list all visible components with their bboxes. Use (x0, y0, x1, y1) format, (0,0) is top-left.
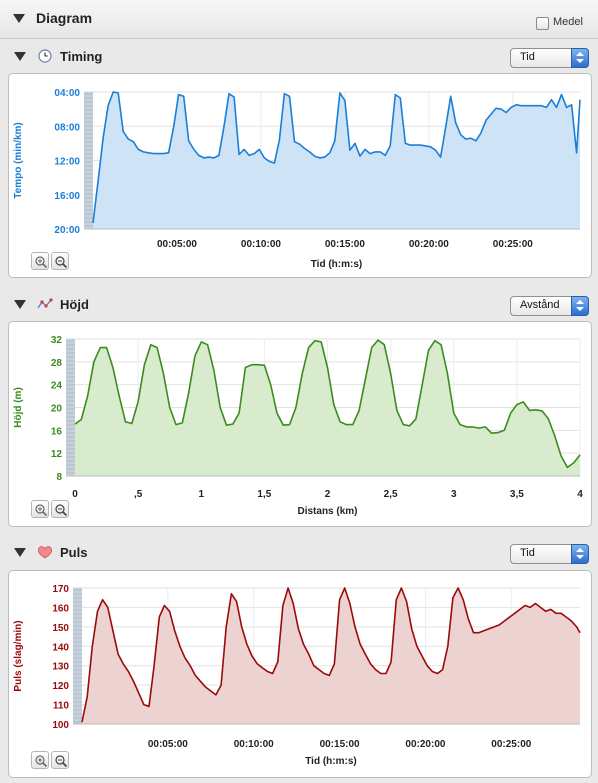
x-axis-title: Distans (km) (297, 506, 357, 517)
x-tick-label: 00:25:00 (491, 739, 531, 750)
x-tick-label: 3,5 (510, 489, 524, 500)
x-tick-label: 00:10:00 (234, 739, 274, 750)
x-tick-label: 00:15:00 (320, 739, 360, 750)
zoom-out-icon (55, 504, 68, 517)
diagram-header: Diagram Medel (0, 0, 598, 39)
timing-chart: 04:00 08:00 12:00 16:00 20:00 00:05:00 00:10:0… (13, 88, 581, 270)
y-tick-label: 28 (51, 358, 63, 369)
zoom-in-button[interactable] (31, 751, 49, 769)
x-tick-label: 00:20:00 (409, 239, 449, 250)
zoom-in-icon (35, 755, 48, 768)
y-tick-label: 16 (51, 426, 63, 437)
x-tick-label: 00:10:00 (241, 239, 281, 250)
y-tick-label: 12 (51, 449, 63, 460)
y-axis-title: Puls (slag/min) (13, 620, 24, 691)
x-tick-label: 3 (451, 489, 457, 500)
y-tick-label: 130 (52, 662, 69, 673)
puls-chart-panel: 170 160 150 140 130 120 110 100 00:05:00 00:10:00… (8, 570, 592, 778)
zoom-out-icon (55, 755, 68, 768)
x-tick-label: 00:05:00 (157, 239, 197, 250)
y-tick-label: 120 (52, 681, 69, 692)
y-axis-title: Tempo (min/km) (13, 122, 24, 198)
select-arrows-icon (571, 296, 589, 316)
medel-label: Medel (553, 16, 583, 28)
hojd-chart-panel: 32 28 24 20 16 12 8 0 ,5 1 1,5 2 2,5 3 3,5 4 Distans (km… (8, 321, 592, 527)
y-tick-label: 08:00 (54, 122, 80, 133)
select-arrows-icon (571, 48, 589, 68)
puls-axis-select[interactable]: Tid (510, 544, 589, 564)
x-tick-label: 2 (325, 489, 331, 500)
puls-title: Puls (60, 545, 88, 560)
y-tick-label: 170 (52, 584, 69, 595)
puls-select-value: Tid (520, 547, 535, 559)
y-axis-title: Höjd (m) (13, 387, 24, 428)
zoom-out-button[interactable] (51, 751, 69, 769)
series-area (82, 588, 580, 724)
hojd-axis-select[interactable]: Avstånd (510, 296, 589, 316)
collapse-puls-triangle-icon[interactable] (14, 548, 26, 557)
hojd-section-header: Höjd Avstånd (0, 287, 598, 321)
puls-chart: 170 160 150 140 130 120 110 100 00:05:00 00:10:00… (13, 584, 581, 767)
y-tick-label: 100 (52, 720, 69, 731)
puls-section-header: Puls Tid (0, 536, 598, 570)
series-line (92, 91, 581, 224)
x-tick-label: 4 (577, 489, 583, 500)
series-line (74, 339, 581, 469)
timing-title: Timing (60, 49, 103, 64)
y-tick-label: 16:00 (54, 191, 80, 202)
collapse-hojd-triangle-icon[interactable] (14, 300, 26, 309)
hojd-chart: 32 28 24 20 16 12 80 ,5 1 1,5 2 2,5 3 3,5 4 Distans (km… (13, 335, 583, 517)
timing-axis-select[interactable]: Tid (510, 48, 589, 68)
x-axis-title: Tid (h:m:s) (311, 259, 362, 270)
y-tick-label: 32 (51, 335, 63, 346)
y-tick-label: 20 (51, 404, 63, 415)
x-tick-label: 00:05:00 (148, 739, 188, 750)
zoom-out-button[interactable] (51, 500, 69, 518)
zoom-in-button[interactable] (31, 500, 49, 518)
hojd-select-value: Avstånd (520, 299, 560, 311)
y-tick-label: 20:00 (54, 225, 80, 236)
clock-icon (38, 49, 52, 63)
collapse-timing-triangle-icon[interactable] (14, 52, 26, 61)
x-tick-label: 0 (72, 489, 78, 500)
zoom-in-icon (35, 256, 48, 269)
hojd-title: Höjd (60, 297, 89, 312)
y-tick-label: 04:00 (54, 88, 80, 99)
medel-checkbox[interactable] (536, 17, 549, 30)
x-tick-label: 00:20:00 (405, 739, 445, 750)
x-tick-label: 1 (198, 489, 204, 500)
x-axis-title: Tid (h:m:s) (305, 756, 356, 767)
x-tick-label: 00:15:00 (325, 239, 365, 250)
heart-icon (37, 546, 53, 559)
timing-section-header: Timing Tid (0, 40, 598, 74)
timing-chart-panel: 04:00 08:00 12:00 16:00 20:00 00:05:00 00:10:0… (8, 73, 592, 278)
y-tick-label: 8 (56, 472, 62, 483)
y-tick-label: 24 (51, 381, 63, 392)
zoom-in-icon (35, 504, 48, 517)
y-tick-label: 150 (52, 623, 69, 634)
zoom-in-button[interactable] (31, 252, 49, 270)
y-tick-label: 140 (52, 642, 69, 653)
series-area (93, 92, 580, 229)
zoom-out-icon (55, 256, 68, 269)
x-tick-label: ,5 (134, 489, 143, 500)
select-arrows-icon (571, 544, 589, 564)
elevation-chart-icon (37, 298, 53, 309)
x-tick-label: 2,5 (384, 489, 398, 500)
y-tick-label: 12:00 (54, 157, 80, 168)
y-tick-label: 110 (53, 701, 70, 712)
timing-select-value: Tid (520, 51, 535, 63)
x-tick-label: 1,5 (257, 489, 271, 500)
diagram-title: Diagram (36, 10, 93, 26)
collapse-diagram-triangle-icon[interactable] (13, 14, 25, 23)
y-tick-label: 160 (52, 603, 69, 614)
x-tick-label: 00:25:00 (493, 239, 533, 250)
series-line (81, 587, 581, 723)
zoom-out-button[interactable] (51, 252, 69, 270)
series-area (75, 340, 580, 476)
